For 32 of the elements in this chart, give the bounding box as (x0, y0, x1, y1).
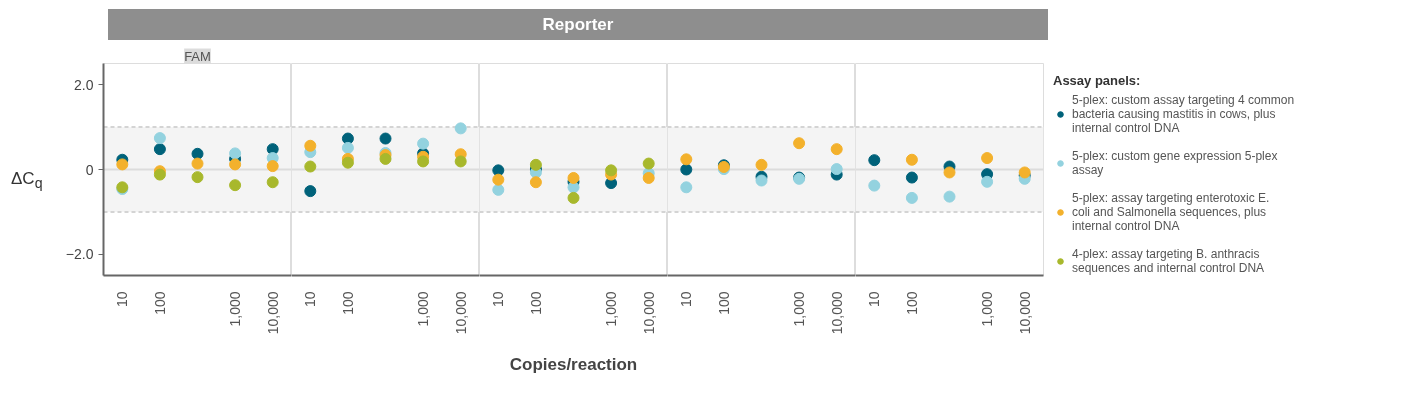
x-tick-label: 1,000 (603, 291, 620, 327)
x-tick-label: 10 (490, 291, 507, 308)
x-tick-label: 10 (302, 291, 319, 308)
x-tick-label: 10,000 (640, 291, 657, 335)
x-tick-label: 1,000 (227, 291, 244, 327)
x-tick-label: 100 (151, 291, 168, 315)
y-tick-label: 2.0 (74, 76, 94, 93)
x-axis-title: Copies/reaction (509, 355, 638, 375)
x-tick-label: 10,000 (264, 291, 281, 335)
x-tick-label: 10 (678, 291, 695, 308)
x-tick-label: 10 (866, 291, 883, 308)
x-tick-label: 1,000 (979, 291, 996, 327)
x-tick-label: 100 (339, 291, 356, 315)
chart-title: Reporter (542, 14, 614, 36)
legend-title: Assay panels: (1053, 73, 1142, 88)
y-tick-label: −2.0 (65, 246, 94, 263)
x-tick-label: 100 (903, 291, 920, 315)
y-tick-label: 0 (85, 161, 94, 178)
legend-label: 5-plex: custom gene expression 5-plex assay (1072, 149, 1278, 177)
y-axis-title: ΔC$_{q}$ (11, 168, 43, 194)
legend-label: 4-plex: assay targeting B. anthracis sequences and internal control DNA (1072, 247, 1265, 275)
chart-subtitle: FAM (184, 48, 211, 64)
x-tick-label: 10,000 (452, 291, 469, 335)
x-tick-label: 10,000 (828, 291, 845, 335)
x-tick-label: 100 (527, 291, 544, 315)
x-tick-label: 10,000 (1016, 291, 1033, 335)
x-tick-label: 10 (114, 291, 131, 308)
legend-label: 5-plex: custom assay targeting 4 common bacteria causing mastitis in cows, plus internal control DNA (1072, 93, 1295, 135)
x-tick-label: 1,000 (791, 291, 808, 327)
x-tick-label: 100 (715, 291, 732, 315)
x-tick-label: 1,000 (415, 291, 432, 327)
legend-label: 5-plex: assay targeting enterotoxic E. coli and Salmonella sequences, plus internal control DNA (1072, 191, 1270, 233)
